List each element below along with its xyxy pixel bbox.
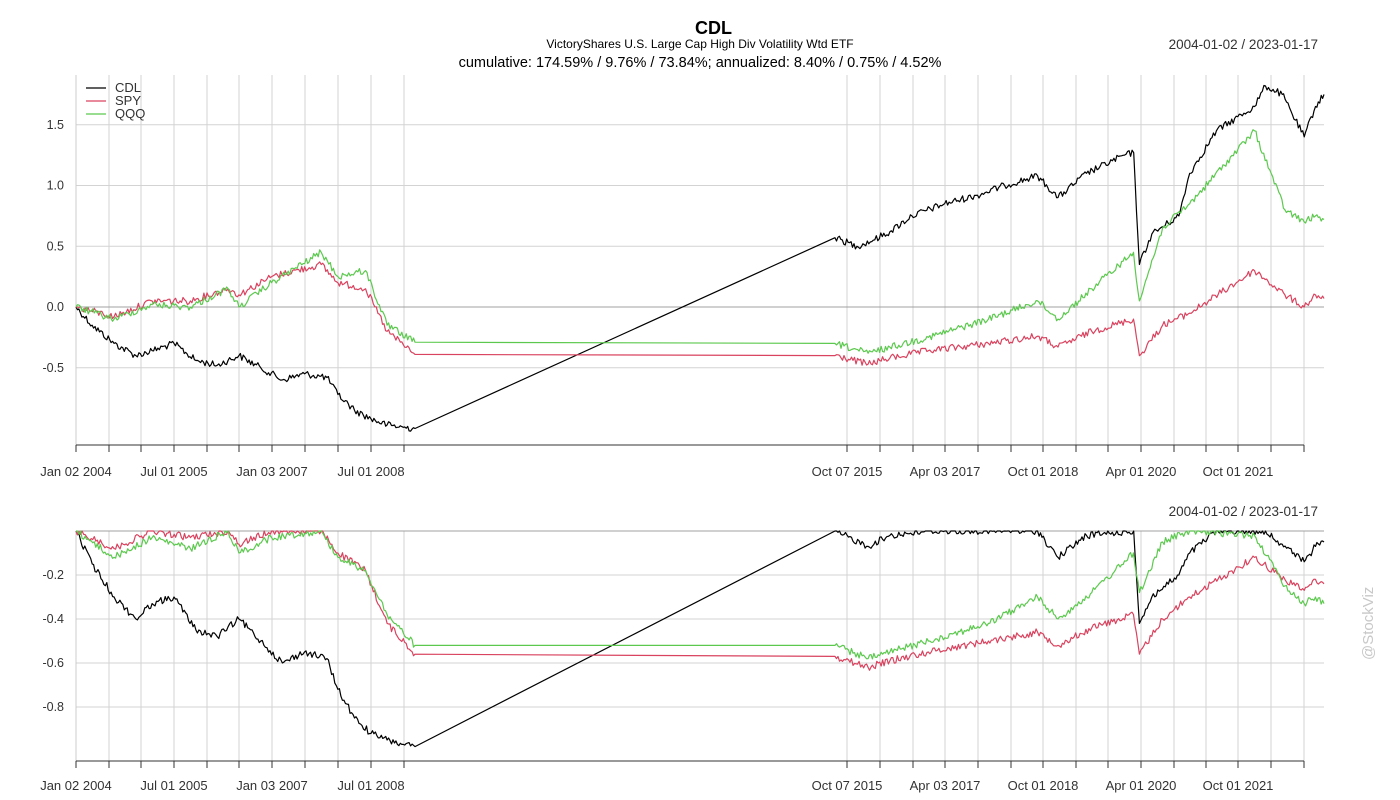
panel2-y-tick-label: -0.6 (42, 656, 64, 670)
panel2-y-tick-label: -0.8 (42, 700, 64, 714)
panel1-y-tick-label: 1.0 (47, 179, 64, 193)
panel1-x-tick-label: Jan 02 2004 (40, 464, 112, 479)
panel1-y-tick-label: 0.5 (47, 239, 64, 253)
legend-label-qqq: QQQ (115, 106, 145, 121)
panel2-y-tick-label: -0.4 (42, 612, 64, 626)
panel1-x-tick-label: Jul 01 2008 (337, 464, 404, 479)
panel2-series-qqq (75, 530, 1325, 660)
panel1-x-tick-label: Oct 07 2015 (812, 464, 883, 479)
panel2-x-tick-label: Apr 03 2017 (910, 778, 981, 793)
panel2-x-tick-label: Oct 01 2021 (1203, 778, 1274, 793)
chart-title: CDL (695, 18, 732, 38)
date-range-top: 2004-01-02 / 2023-01-17 (1168, 37, 1318, 52)
date-range-bottom: 2004-01-02 / 2023-01-17 (1168, 504, 1318, 519)
panel1-x-tick-label: Apr 03 2017 (910, 464, 981, 479)
performance-stats: cumulative: 174.59% / 9.76% / 73.84%; an… (458, 55, 942, 71)
panel1-x-tick-label: Jul 01 2005 (140, 464, 207, 479)
panel1-y-tick-label: 0.0 (47, 300, 64, 314)
panel1-x-tick-label: Apr 01 2020 (1106, 464, 1177, 479)
panel1-x-tick-label: Jan 03 2007 (236, 464, 308, 479)
panel2-series-spy (75, 530, 1325, 671)
panel2-x-tick-label: Apr 01 2020 (1106, 778, 1177, 793)
panel1-x-tick-label: Oct 01 2018 (1008, 464, 1079, 479)
panel1-y-tick-label: -0.5 (42, 361, 64, 375)
legend-label-cdl: CDL (115, 80, 141, 95)
panel2-x-tick-label: Oct 01 2018 (1008, 778, 1079, 793)
panel2-x-tick-label: Jan 02 2004 (40, 778, 112, 793)
panel2-x-tick-label: Jul 01 2005 (140, 778, 207, 793)
panel1-y-tick-label: 1.5 (47, 118, 64, 132)
panel2-x-tick-label: Jul 01 2008 (337, 778, 404, 793)
legend-label-spy: SPY (115, 93, 141, 108)
panel1-series-spy (76, 261, 1325, 366)
panel1-x-tick-label: Oct 01 2021 (1203, 464, 1274, 479)
panel1-series-qqq (75, 129, 1325, 354)
panel2-x-tick-label: Jan 03 2007 (236, 778, 308, 793)
panel2-series-cdl (75, 530, 1325, 748)
panel2-x-tick-label: Oct 07 2015 (812, 778, 883, 793)
panel1-series-cdl (75, 84, 1325, 432)
panel2-y-tick-label: -0.2 (42, 568, 64, 582)
chart-subtitle: VictoryShares U.S. Large Cap High Div Vo… (546, 37, 854, 51)
